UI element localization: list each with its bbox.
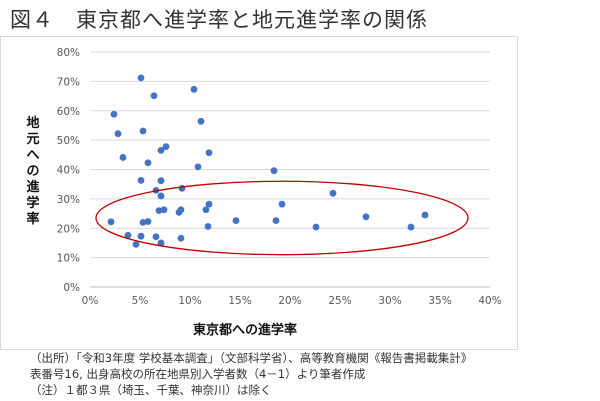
data-point (312, 223, 320, 231)
y-tick-label: 40% (57, 165, 80, 177)
y-tick-label: 80% (57, 47, 80, 59)
data-point (204, 223, 212, 230)
data-point (144, 218, 152, 225)
data-point (132, 241, 140, 248)
data-point (155, 207, 163, 215)
data-point (119, 154, 127, 161)
y-tick-label: 10% (57, 253, 80, 265)
highlight-ellipse (95, 180, 469, 256)
x-tick-label: 30% (378, 295, 401, 307)
data-point (270, 167, 278, 175)
data-point (124, 231, 132, 239)
y-tick-label: 60% (57, 106, 80, 118)
gridlines (90, 51, 490, 288)
data-point (157, 177, 165, 185)
data-point (178, 184, 186, 192)
data-point (205, 200, 213, 208)
x-tick-label: 40% (478, 295, 501, 307)
data-point (190, 85, 198, 93)
x-tick-label: 15% (228, 295, 251, 307)
data-point (407, 223, 415, 231)
data-point (177, 234, 185, 242)
x-axis-label: 東京都への進学率 (193, 322, 297, 338)
data-point (137, 74, 145, 82)
figure-title: 図４ 東京都へ進学率と地元進学率の関係 (10, 8, 428, 32)
y-axis-label: 地元への進学率 (26, 115, 39, 227)
data-point (162, 143, 170, 150)
data-points (107, 74, 429, 248)
data-point (139, 127, 147, 135)
x-tick-label: 5% (132, 295, 149, 307)
data-point (362, 213, 370, 221)
data-point (175, 208, 183, 216)
data-point (197, 117, 205, 125)
data-point (110, 110, 118, 118)
data-point (157, 147, 165, 154)
data-point (278, 200, 286, 208)
y-axis-ticks: 0% 10% 20% 30% 40% 50% 60% 70% 80% (57, 47, 80, 294)
x-tick-label: 20% (278, 295, 301, 307)
x-tick-label: 25% (328, 295, 351, 307)
data-point (157, 192, 165, 200)
source-note-line-2: 表番号16, 出身高校の所在地県別入学者数（4－1）より筆者作成 (30, 367, 366, 381)
data-point (421, 211, 429, 219)
data-point (205, 149, 213, 157)
y-tick-label: 20% (57, 223, 80, 235)
data-point (194, 163, 202, 171)
data-point (152, 233, 160, 241)
source-notes: （出所）「令和3年度 学校基本調査」（文部科学省）、高等教育機関《報告書掲載集計… (30, 350, 472, 398)
chart-area: 0% 10% 20% 30% 40% 50% 60% 70% 80% 0% 5% 10% 15% 20%… (0, 34, 600, 352)
y-tick-label: 0% (63, 282, 80, 294)
y-tick-label: 70% (57, 76, 80, 88)
y-tick-label: 50% (57, 135, 80, 147)
data-point (329, 189, 337, 197)
x-axis-ticks: 0% 5% 10% 15% 20% 25% 30% 35% 40% (82, 295, 502, 307)
data-point (137, 232, 145, 240)
y-tick-label: 30% (57, 194, 80, 206)
data-point (160, 206, 168, 214)
data-point (150, 92, 158, 100)
remark-note: （注）１都３県（埼玉、千葉、神奈川）は除く (30, 383, 272, 397)
data-point (139, 218, 147, 226)
scatter-chart: 0% 10% 20% 30% 40% 50% 60% 70% 80% 0% 5% 10% 15% 20%… (0, 36, 518, 350)
x-tick-label: 10% (178, 295, 201, 307)
x-tick-label: 0% (82, 295, 99, 307)
x-tick-label: 35% (428, 295, 451, 307)
data-point (144, 159, 152, 167)
data-point (202, 206, 210, 214)
data-point (232, 217, 240, 225)
data-point (157, 239, 165, 247)
data-point (107, 218, 115, 226)
data-point (114, 130, 122, 138)
data-point (137, 176, 145, 184)
chart-frame (0, 36, 518, 350)
data-point (272, 217, 280, 225)
source-note-line-1: （出所）「令和3年度 学校基本調査」（文部科学省）、高等教育機関《報告書掲載集計… (30, 351, 473, 365)
